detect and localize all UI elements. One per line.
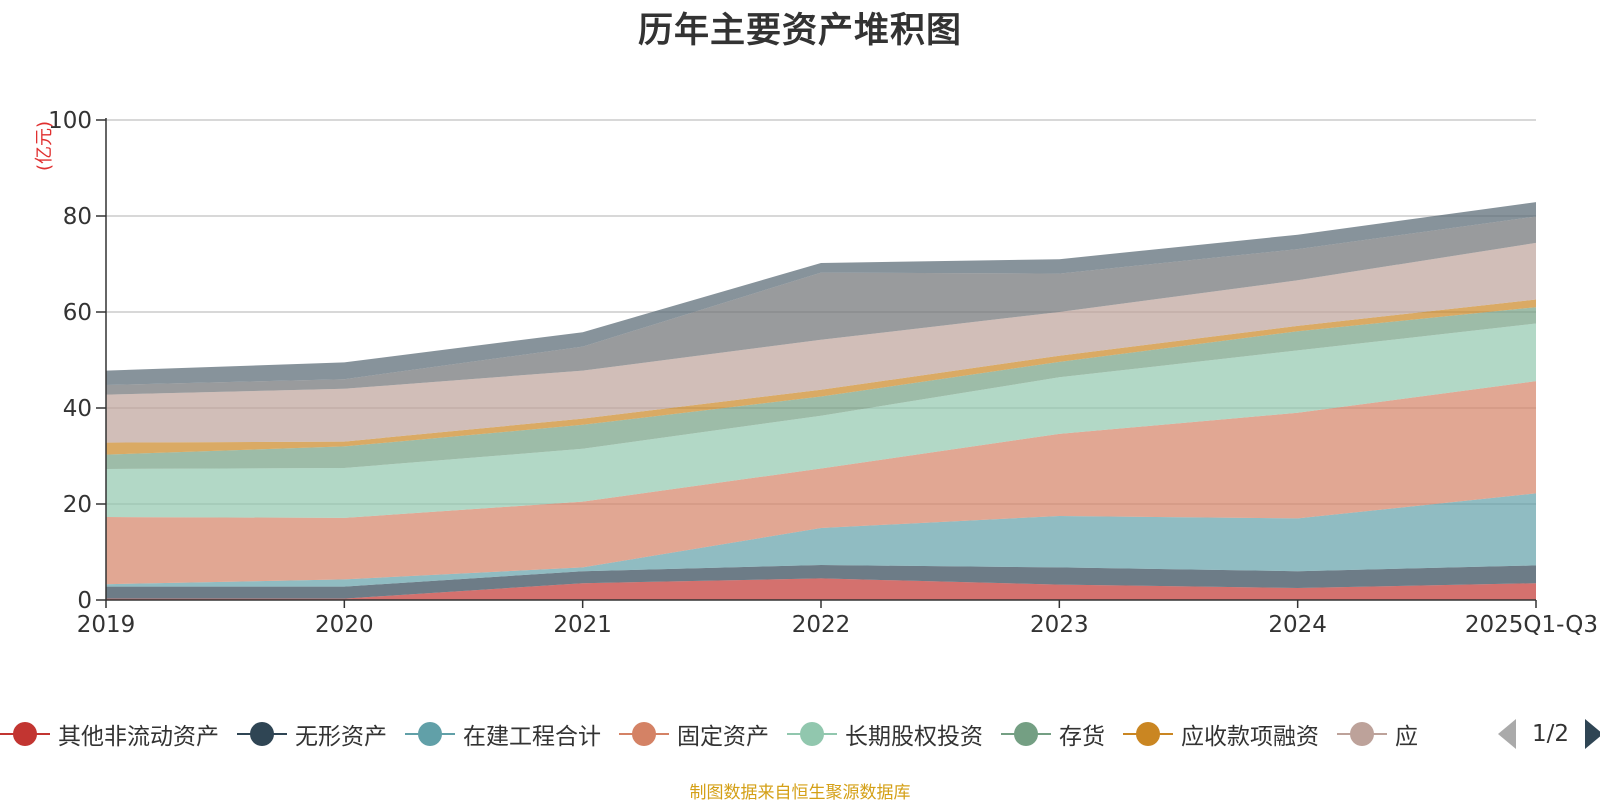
legend-label: 应收款项融资 (1181, 724, 1319, 750)
legend-item[interactable]: 应收款项融资 (1123, 712, 1319, 756)
legend-item[interactable]: 固定资产 (619, 712, 769, 756)
legend-label: 其他非流动资产 (58, 724, 219, 750)
x-tick-label: 2022 (792, 612, 851, 638)
legend-item[interactable]: 长期股权投资 (787, 712, 983, 756)
chart-title: 历年主要资产堆积图 (637, 11, 962, 51)
legend-label: 无形资产 (295, 724, 387, 750)
legend-item[interactable]: 应 (1337, 712, 1418, 756)
y-tick-label: 60 (63, 300, 92, 326)
area-series-2 (106, 565, 1536, 599)
axes: 0 20 40 60 80 100 2019 2020 2021 2022 2023 2024 2025… (48, 108, 1598, 638)
legend-marker-icon (405, 722, 455, 746)
legend-marker-icon (787, 722, 837, 746)
y-tick-label: 100 (48, 108, 92, 134)
x-tick-label: 2021 (553, 612, 612, 638)
area-series-9 (106, 216, 1536, 395)
area-series-3 (106, 493, 1536, 587)
legend-page-indicator: 1/2 (1532, 721, 1570, 747)
y-tick-label: 40 (63, 396, 92, 422)
y-axis-label: (亿元) (34, 121, 55, 171)
stacked-area-chart: 0 20 40 60 80 100 2019 2020 2021 2022 2023 2024 2025… (34, 108, 1598, 638)
legend-label: 应 (1395, 724, 1418, 750)
x-tick-label: 2024 (1268, 612, 1327, 638)
source-note: 制图数据来自恒生聚源数据库 (689, 783, 911, 803)
area-series-5 (106, 323, 1536, 518)
y-tick-label: 20 (63, 492, 92, 518)
legend: 其他非流动资产 无形资产 在建工程合计 固定资产 长期股权投资 存货 应收款项融资 应 (0, 712, 1480, 756)
area-series-8 (106, 242, 1536, 443)
area-series-1 (106, 578, 1536, 600)
x-tick-label: 2020 (315, 612, 374, 638)
legend-label: 在建工程合计 (463, 724, 601, 750)
legend-marker-icon (619, 722, 669, 746)
legend-marker-icon (1337, 722, 1387, 746)
area-series (106, 202, 1536, 600)
x-tick-label: 2023 (1030, 612, 1089, 638)
y-tick-label: 0 (77, 588, 92, 614)
legend-item[interactable]: 其他非流动资产 (0, 712, 219, 756)
legend-marker-icon (1001, 722, 1051, 746)
area-series-10 (106, 202, 1536, 385)
legend-prev-page-icon[interactable] (1498, 719, 1516, 749)
x-tick-label: 2019 (77, 612, 136, 638)
legend-label: 长期股权投资 (845, 724, 983, 750)
legend-marker-icon (0, 722, 50, 746)
area-series-6 (106, 307, 1536, 469)
legend-next-page-icon[interactable] (1585, 719, 1600, 749)
legend-label: 固定资产 (677, 724, 769, 750)
legend-marker-icon (237, 722, 287, 746)
area-series-4 (106, 381, 1536, 585)
legend-pager: 1/2 (1498, 712, 1600, 756)
y-tick-label: 80 (63, 204, 92, 230)
legend-marker-icon (1123, 722, 1173, 746)
legend-label: 存货 (1059, 724, 1105, 750)
legend-item[interactable]: 无形资产 (237, 712, 387, 756)
x-tick-label: 2025Q1-Q3 (1465, 612, 1598, 638)
legend-item[interactable]: 存货 (1001, 712, 1105, 756)
legend-item[interactable]: 在建工程合计 (405, 712, 601, 756)
